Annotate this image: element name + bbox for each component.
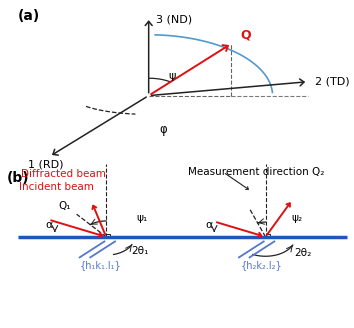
Text: Diffracted beam: Diffracted beam xyxy=(21,169,106,179)
Text: φ: φ xyxy=(159,123,167,136)
Text: Incident beam: Incident beam xyxy=(19,182,95,193)
Text: (a): (a) xyxy=(18,9,40,23)
Text: Measurement direction Q₂: Measurement direction Q₂ xyxy=(188,167,324,177)
Text: α: α xyxy=(46,220,53,230)
Text: (b): (b) xyxy=(7,171,30,185)
Text: α: α xyxy=(205,220,212,230)
Text: 1 (RD): 1 (RD) xyxy=(28,160,64,170)
Text: ψ₂: ψ₂ xyxy=(291,213,302,222)
Text: ψ: ψ xyxy=(168,71,176,81)
Text: 2 (TD): 2 (TD) xyxy=(315,77,350,87)
Text: ψ₁: ψ₁ xyxy=(136,213,148,222)
Text: 3 (ND): 3 (ND) xyxy=(156,14,192,24)
Text: 2θ₁: 2θ₁ xyxy=(131,246,148,256)
Text: 2θ₂: 2θ₂ xyxy=(294,248,311,258)
Text: {h₁k₁.l₁}: {h₁k₁.l₁} xyxy=(80,260,122,270)
Text: {h₂k₂.l₂}: {h₂k₂.l₂} xyxy=(241,260,283,270)
Text: Q₁: Q₁ xyxy=(58,201,70,211)
Text: Q: Q xyxy=(240,29,251,42)
